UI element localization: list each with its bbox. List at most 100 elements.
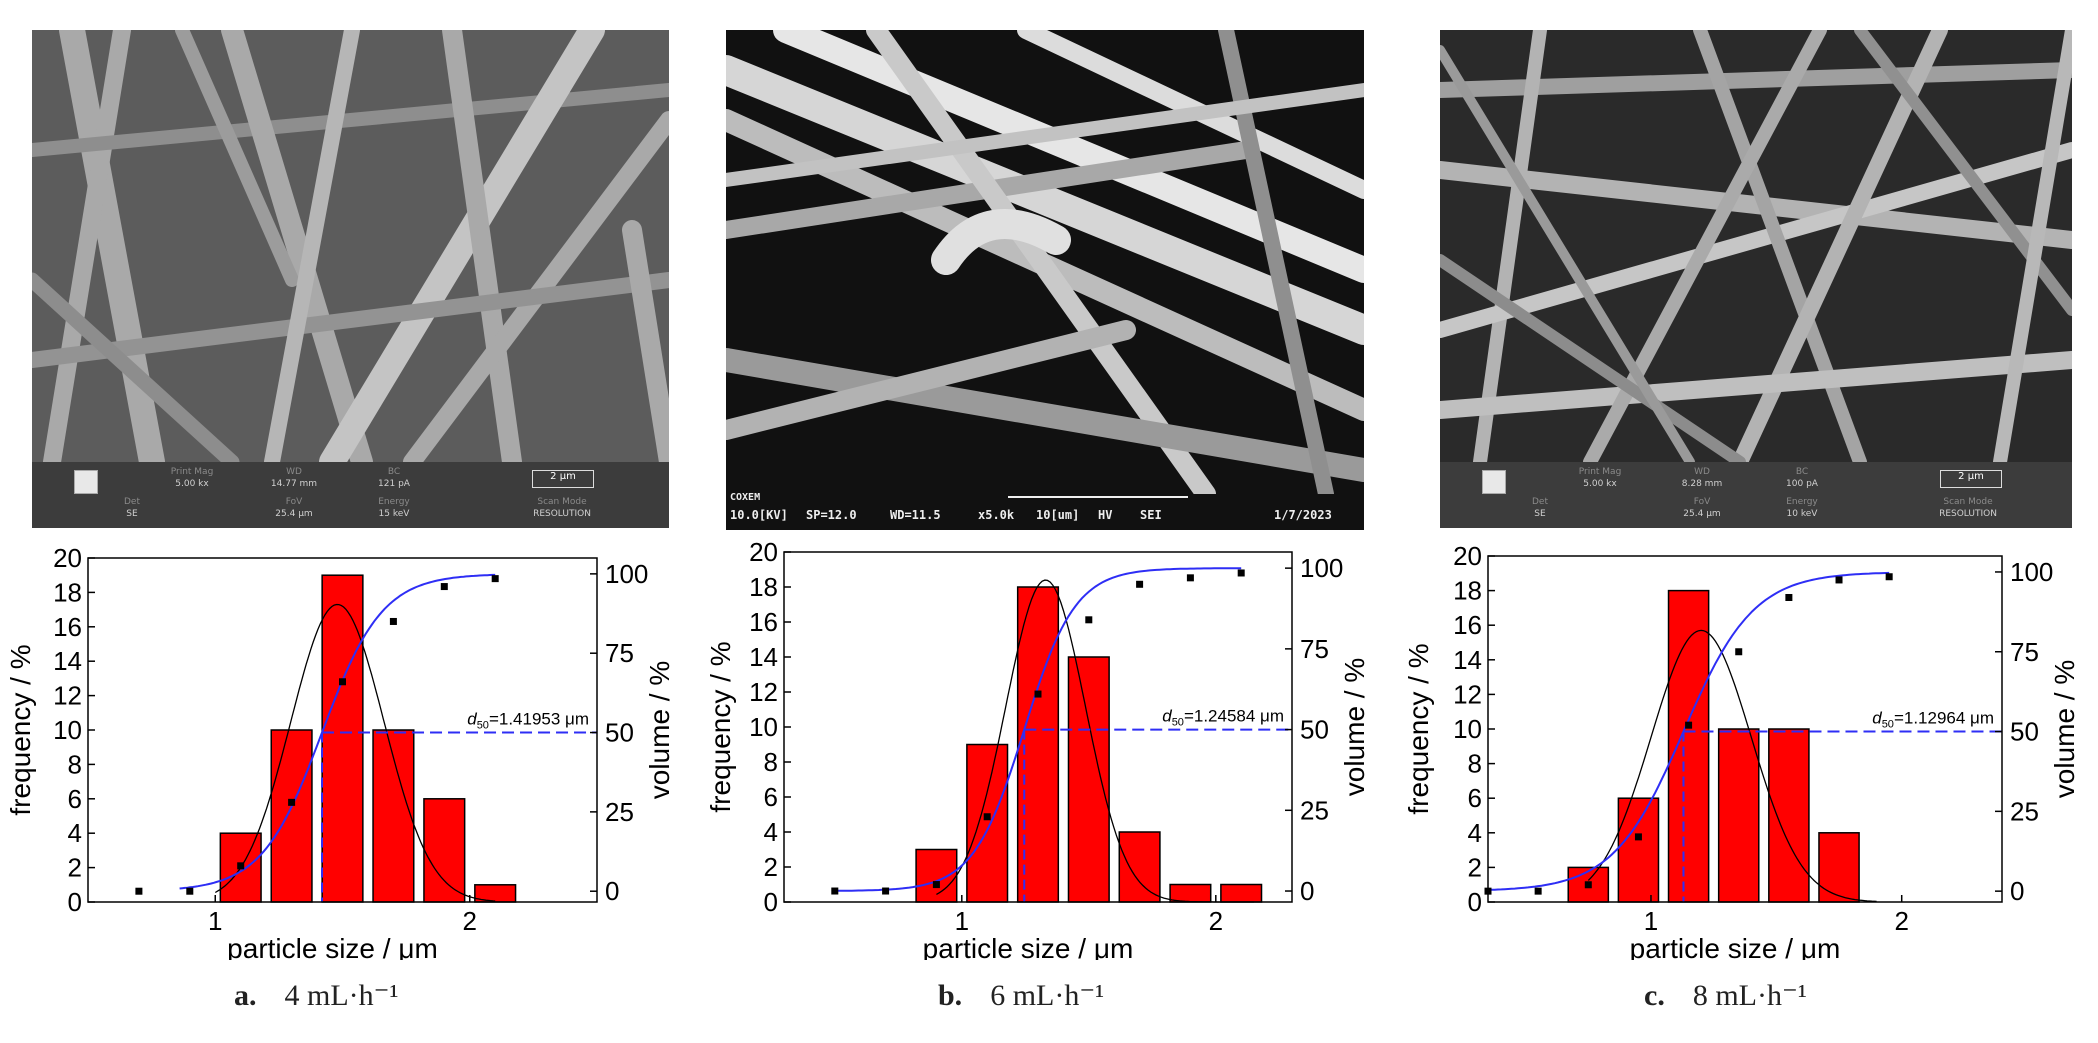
y-tick-label: 20 (1453, 541, 1482, 571)
d50-label: d50=1.12964 μm (1872, 709, 1994, 731)
chart-b: d50=1.24584 μm02468101214161820025507510… (705, 540, 1370, 960)
cumulative-point (983, 813, 991, 821)
scale-bar: 2 μm (532, 470, 594, 488)
sem-label: Energy (378, 497, 410, 507)
sem-value: 8.28 mm (1681, 479, 1723, 489)
cumulative-point (1735, 648, 1743, 656)
sem-value: HV (1098, 508, 1113, 522)
y-tick-label: 14 (1453, 645, 1482, 675)
x-tick-label: 2 (1894, 906, 1908, 936)
sem-value: WD=11.5 (890, 508, 941, 522)
y-tick-label: 18 (749, 572, 778, 602)
normal-fit-curve (214, 603, 496, 902)
panel-b: COXEM 10.0[KV] SP=12.0 WD=11.5 x5.0k 10[… (700, 0, 1390, 1043)
sem-image-a: Print Mag 5.00 kx WD 14.77 mm BC 121 pA … (32, 30, 669, 528)
cumulative-point (932, 881, 940, 889)
cumulative-fit-curve (1487, 571, 1890, 891)
microscope-brand: COXEM (730, 492, 761, 503)
sem-image-b: COXEM 10.0[KV] SP=12.0 WD=11.5 x5.0k 10[… (726, 30, 1364, 530)
d50-label: d50=1.24584 μm (1162, 707, 1284, 729)
cumulative-point (831, 887, 839, 895)
sem-label: FoV (1693, 497, 1711, 507)
y-tick-label: 2 (764, 852, 778, 882)
y-tick-label: 6 (1468, 783, 1482, 813)
d50-label: d50=1.41953 μm (467, 710, 589, 732)
histogram-bar (1717, 728, 1760, 903)
caption-text: 6 mL·h⁻¹ (990, 979, 1105, 1012)
cumulative-point (440, 583, 448, 591)
y-tick-label: 2 (1468, 852, 1482, 882)
caption-letter: c. (1644, 979, 1665, 1012)
histogram-bar (1768, 728, 1810, 903)
fiber-texture-c (1440, 30, 2072, 462)
y2-tick-label: 25 (2010, 796, 2039, 826)
caption-text: 4 mL·h⁻¹ (284, 979, 399, 1012)
y2-tick-label: 50 (2010, 717, 2039, 747)
y-tick-label: 4 (764, 817, 778, 847)
y-tick-label: 4 (1468, 818, 1482, 848)
sem-value: 25.4 μm (275, 509, 313, 519)
caption-b: b. 6 mL·h⁻¹ (938, 978, 1104, 1013)
sem-value: 14.77 mm (270, 479, 318, 489)
y-tick-label: 2 (68, 853, 82, 883)
sem-label: FoV (285, 497, 303, 507)
caption-letter: a. (234, 979, 257, 1012)
y2-tick-label: 100 (1300, 553, 1343, 583)
y-tick-label: 4 (68, 818, 82, 848)
y2-tick-label: 50 (1300, 715, 1329, 745)
sem-info-bar-b: COXEM 10.0[KV] SP=12.0 WD=11.5 x5.0k 10[… (726, 492, 1364, 530)
y-tick-label: 16 (1453, 610, 1482, 640)
cumulative-point (1685, 721, 1693, 729)
y-tick-label: 6 (764, 782, 778, 812)
sem-value: 10.0[KV] (730, 508, 788, 522)
fiber-texture-a (32, 30, 669, 462)
caption-letter: b. (938, 979, 963, 1012)
cumulative-point (1835, 576, 1843, 584)
sem-value: RESOLUTION (1939, 509, 1997, 519)
cumulative-point (491, 575, 499, 583)
y-tick-label: 8 (1468, 749, 1482, 779)
sem-label: WD (1694, 467, 1710, 477)
y-tick-label: 10 (53, 715, 82, 745)
fiber-texture-b (726, 30, 1364, 494)
y-tick-label: 16 (749, 607, 778, 637)
panel-c: Print Mag 5.00 kx WD 8.28 mm BC 100 pA D… (1398, 0, 2098, 1043)
histogram-bar (423, 798, 466, 903)
normal-fit-curve (1587, 629, 1877, 903)
x-axis-label: particle size / μm (1630, 933, 1841, 960)
cumulative-point (1785, 593, 1793, 601)
sem-label: Energy (1786, 497, 1818, 507)
x-axis-label: particle size / μm (923, 933, 1134, 960)
sem-label: BC (387, 467, 401, 477)
y-tick-label: 12 (749, 677, 778, 707)
cumulative-point (1034, 690, 1042, 698)
sem-value: 100 pA (1786, 479, 1818, 489)
sem-label: WD (286, 467, 302, 477)
caption-c: c. 8 mL·h⁻¹ (1644, 978, 1807, 1013)
y-tick-label: 12 (1453, 679, 1482, 709)
y-tick-label: 14 (749, 642, 778, 672)
y-axis-label: frequency / % (5, 644, 36, 815)
cumulative-point (288, 798, 296, 806)
sem-value: 15 keV (378, 509, 410, 519)
histogram-bar (1667, 589, 1710, 903)
histogram-bar (1617, 797, 1660, 903)
y-tick-label: 10 (1453, 714, 1482, 744)
x-tick-label: 1 (208, 906, 222, 936)
y2-axis-label: volume / % (1339, 658, 1370, 797)
microscope-logo-icon (74, 470, 98, 494)
cumulative-point (135, 887, 143, 895)
cumulative-point (237, 862, 245, 870)
y-tick-label: 8 (764, 747, 778, 777)
chart-a: d50=1.41953 μm02468101214161820025507510… (5, 543, 675, 960)
histogram-bar (321, 574, 364, 903)
cumulative-point (1237, 569, 1245, 577)
y2-tick-label: 25 (1300, 795, 1329, 825)
sem-label: Det (124, 497, 140, 507)
histogram-bar (966, 743, 1009, 903)
sem-label: Print Mag (1578, 467, 1622, 477)
scale-bar-line (1008, 496, 1188, 498)
caption-a: a. 4 mL·h⁻¹ (234, 978, 398, 1013)
y2-tick-label: 0 (1300, 876, 1314, 906)
scale-bar: 2 μm (1940, 470, 2002, 488)
